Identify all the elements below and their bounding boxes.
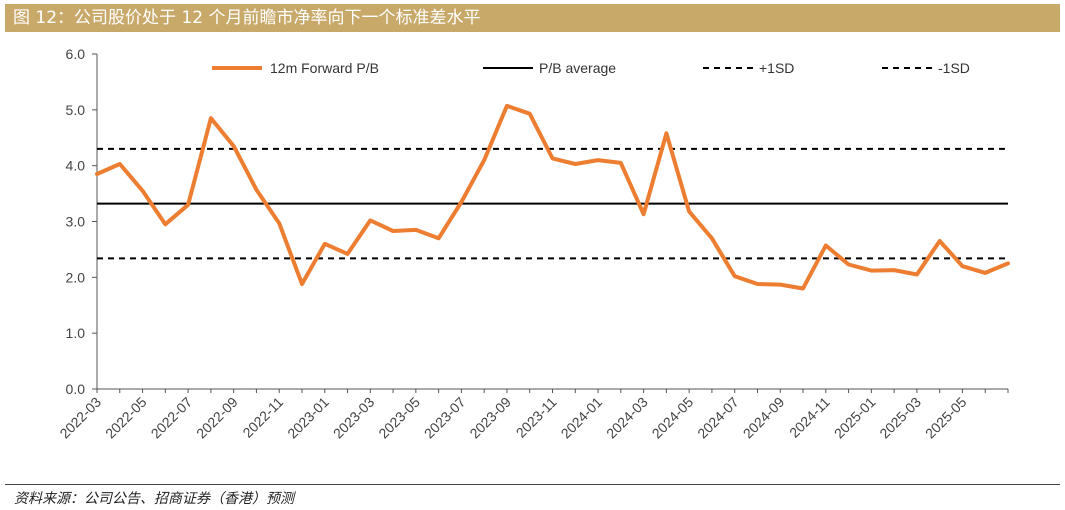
- y-axis: 0.0 1.0 2.0 3.0 4.0 5.0 6.0: [66, 46, 98, 397]
- pb-point: [665, 132, 667, 134]
- pb-point: [779, 284, 781, 286]
- pb-series-line: [95, 103, 1010, 291]
- pb-point: [802, 288, 804, 289]
- pb-point: [939, 240, 941, 242]
- pb-point: [438, 237, 440, 239]
- x-tick-label: 2023-05: [375, 394, 423, 442]
- series-layer: [95, 103, 1010, 291]
- y-tick-label: 2.0: [66, 269, 86, 285]
- pb-point: [848, 263, 850, 265]
- pb-point: [142, 190, 144, 192]
- x-tick-label: 2022-03: [56, 394, 104, 442]
- pb-point: [893, 269, 895, 271]
- pb-point: [119, 163, 121, 165]
- pb-point: [347, 253, 349, 255]
- pb-point: [597, 159, 599, 161]
- pb-point: [984, 272, 986, 274]
- x-tick-label: 2023-11: [513, 394, 560, 441]
- x-tick-label: 2023-01: [284, 394, 332, 442]
- pb-point: [301, 283, 303, 285]
- pb-point: [233, 145, 235, 147]
- x-tick-label: 2025-05: [922, 394, 970, 442]
- pb-point: [164, 223, 166, 225]
- chart-title: 图 12：公司股价处于 12 个月前瞻市净率向下一个标准差水平: [5, 4, 1060, 32]
- y-tick-label: 4.0: [66, 158, 86, 174]
- pb-point: [96, 173, 98, 175]
- pb-point: [734, 275, 736, 277]
- x-tick-label: 2024-05: [649, 394, 697, 442]
- x-tick-label: 2022-07: [148, 394, 196, 442]
- y-tick-label: 1.0: [66, 325, 86, 341]
- footer-divider: [5, 484, 1060, 485]
- pb-point: [620, 162, 622, 164]
- y-tick-label: 5.0: [66, 102, 86, 118]
- pb-point: [255, 189, 257, 191]
- x-tick-label: 2022-11: [239, 394, 286, 441]
- pb-point: [1007, 262, 1009, 264]
- pb-point: [643, 213, 645, 215]
- x-tick-label: 2022-09: [193, 394, 241, 442]
- source-note: 资料来源：公司公告、招商证券（香港）预测: [14, 491, 294, 507]
- legend-label-plus-1sd: +1SD: [759, 60, 794, 76]
- pb-point: [324, 243, 326, 245]
- reference-lines: [97, 147, 1008, 260]
- pb-point: [369, 219, 371, 221]
- legend: 12m Forward P/B P/B average +1SD -1SD: [212, 60, 970, 76]
- pb-point: [756, 283, 758, 285]
- legend-label-minus-1sd: -1SD: [938, 60, 970, 76]
- pb-point: [415, 229, 417, 231]
- x-tick-label: 2024-09: [740, 394, 788, 442]
- pb-point: [961, 265, 963, 267]
- x-tick-label: 2024-07: [694, 394, 742, 442]
- y-tick-label: 3.0: [66, 214, 86, 230]
- y-tick-label: 0.0: [66, 381, 86, 397]
- pb-point: [210, 117, 212, 119]
- pb-point: [187, 204, 189, 206]
- x-axis: 2022-032022-052022-072022-092022-112023-…: [56, 388, 1009, 442]
- x-tick-label: 2023-03: [330, 394, 378, 442]
- chart: 0.01.02.03.04.05.06.0 2022-032022-052022…: [56, 46, 1010, 442]
- pb-point: [506, 105, 508, 107]
- pb-point: [392, 230, 394, 232]
- pb-point: [916, 274, 918, 276]
- x-tick-label: 2023-07: [421, 394, 469, 442]
- x-tick-label: 2022-05: [102, 394, 150, 442]
- pb-point: [711, 237, 713, 239]
- x-tick-label: 2024-01: [558, 394, 606, 442]
- legend-label-pb: 12m Forward P/B: [270, 60, 379, 76]
- pb-point: [529, 113, 531, 115]
- pb-point: [825, 245, 827, 247]
- pb-point: [552, 157, 553, 159]
- x-tick-label: 2024-03: [603, 394, 651, 442]
- pb-point: [460, 201, 462, 203]
- pb-point: [574, 163, 576, 165]
- pb-point: [483, 159, 485, 161]
- x-tick-label: 2025-03: [876, 394, 924, 442]
- pb-point: [870, 270, 872, 272]
- x-tick-label: 2023-09: [466, 394, 514, 442]
- x-tick-label: 2024-11: [786, 394, 833, 441]
- pb-point: [688, 210, 690, 212]
- pb-point: [278, 222, 280, 224]
- legend-label-average: P/B average: [539, 60, 616, 76]
- y-tick-label: 6.0: [66, 46, 86, 62]
- x-tick-label: 2025-01: [831, 394, 879, 442]
